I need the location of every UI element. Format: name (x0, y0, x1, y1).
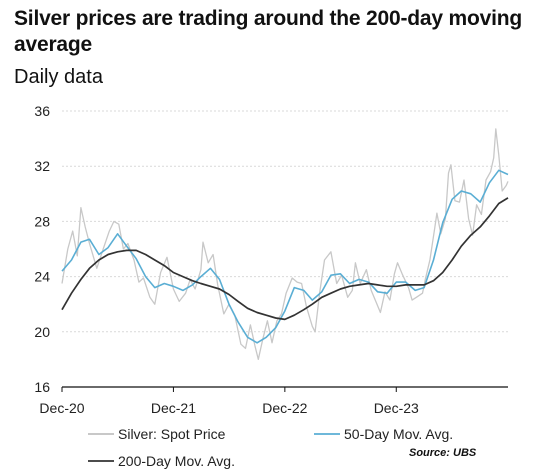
x-axis-ticks: Dec-20 Dec-21 Dec-22 Dec-23 (39, 387, 419, 416)
source-note: Source: UBS (409, 447, 477, 459)
legend-200-day-label: 200-Day Mov. Avg. (118, 453, 235, 469)
y-tick-label: 16 (34, 379, 50, 395)
chart-subtitle: Daily data (14, 66, 103, 88)
series-lines (61, 128, 509, 361)
x-tick-label: Dec-23 (374, 400, 419, 416)
chart-title: Silver prices are trading around the 200… (14, 7, 522, 56)
series-50-day-line (61, 169, 509, 344)
x-tick-label: Dec-21 (151, 400, 196, 416)
series-spot-price-line (61, 128, 509, 361)
series-200-day-line (61, 197, 509, 321)
y-tick-label: 24 (34, 269, 50, 285)
x-tick-label: Dec-20 (39, 400, 84, 416)
legend-spot-price-label: Silver: Spot Price (118, 426, 226, 442)
y-tick-label: 20 (34, 324, 50, 340)
x-tick-label: Dec-22 (262, 400, 307, 416)
y-axis-ticks: 16 20 24 28 32 36 (34, 103, 50, 395)
legend-50-day-label: 50-Day Mov. Avg. (344, 426, 453, 442)
y-tick-label: 28 (34, 213, 50, 229)
legend: Silver: Spot Price 50-Day Mov. Avg. 200-Da… (88, 426, 453, 469)
y-tick-label: 32 (34, 158, 50, 174)
y-tick-label: 36 (34, 103, 50, 119)
